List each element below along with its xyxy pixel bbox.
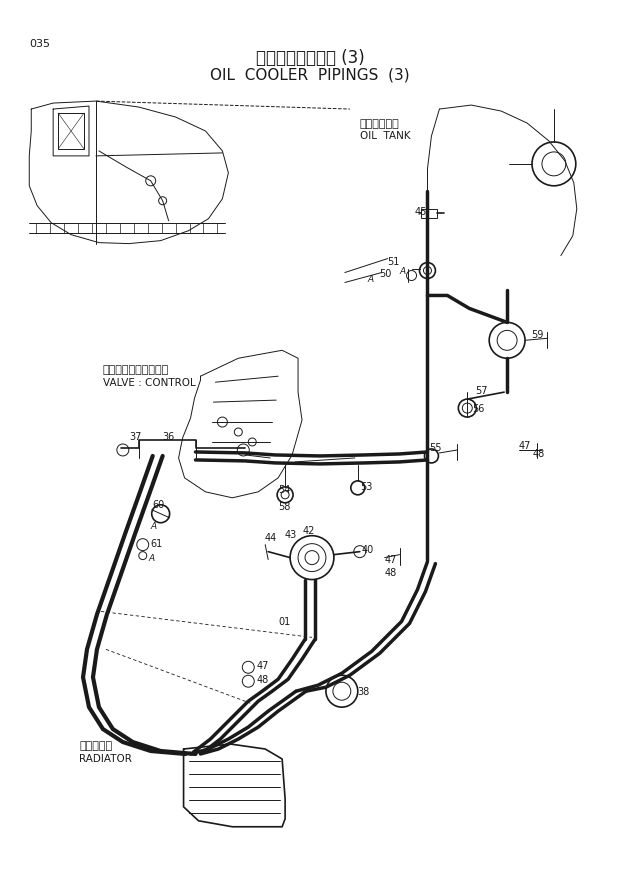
Text: 42: 42 xyxy=(303,526,316,536)
Text: 56: 56 xyxy=(472,404,485,414)
Text: 38: 38 xyxy=(358,687,370,697)
Text: 01: 01 xyxy=(278,618,290,627)
Text: VALVE : CONTROL: VALVE : CONTROL xyxy=(103,378,196,388)
Text: 61: 61 xyxy=(151,539,163,548)
Text: 51: 51 xyxy=(388,257,400,266)
Text: 43: 43 xyxy=(284,530,296,540)
Text: OIL  TANK: OIL TANK xyxy=(360,131,410,141)
Text: 47: 47 xyxy=(256,661,268,671)
Text: 45: 45 xyxy=(415,207,427,216)
Text: A: A xyxy=(151,522,157,531)
Text: A: A xyxy=(149,554,155,562)
Bar xyxy=(422,208,438,218)
Text: 60: 60 xyxy=(153,500,165,510)
Text: RADIATOR: RADIATOR xyxy=(79,754,132,764)
Text: 36: 36 xyxy=(162,432,175,442)
Text: 47: 47 xyxy=(519,441,531,451)
Text: オイルタンク: オイルタンク xyxy=(360,119,399,129)
Text: 54: 54 xyxy=(278,484,291,495)
Text: オイルクーラ配管 (3): オイルクーラ配管 (3) xyxy=(255,49,365,67)
Text: 37: 37 xyxy=(129,432,141,442)
Text: 58: 58 xyxy=(278,502,291,512)
Text: 57: 57 xyxy=(476,386,488,396)
Text: ラジエータ: ラジエータ xyxy=(79,741,112,751)
Text: 48: 48 xyxy=(533,449,545,459)
Text: 48: 48 xyxy=(256,675,268,685)
Text: 53: 53 xyxy=(360,482,372,491)
Text: 59: 59 xyxy=(531,330,543,341)
Text: 035: 035 xyxy=(29,39,50,49)
Text: 40: 40 xyxy=(361,545,374,555)
Text: 47: 47 xyxy=(384,555,397,565)
Text: 55: 55 xyxy=(430,443,442,453)
Text: バルブ：コントロール: バルブ：コントロール xyxy=(103,365,169,375)
Text: OIL  COOLER  PIPINGS  (3): OIL COOLER PIPINGS (3) xyxy=(210,67,410,82)
Text: 48: 48 xyxy=(384,568,397,577)
Text: 50: 50 xyxy=(379,269,392,279)
Text: 44: 44 xyxy=(264,533,277,543)
Text: A: A xyxy=(400,266,405,276)
Text: A: A xyxy=(368,274,374,284)
